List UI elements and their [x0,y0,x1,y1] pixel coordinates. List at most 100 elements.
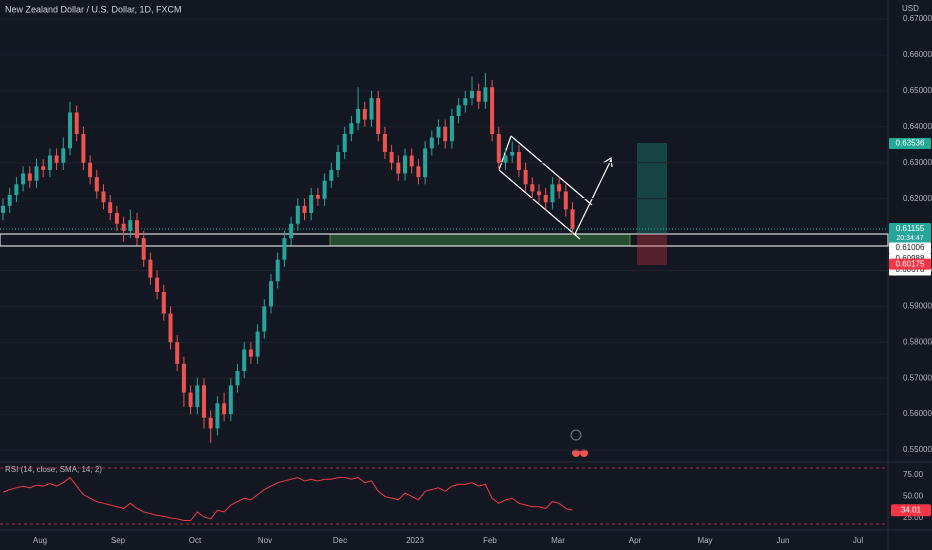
candle-body [423,148,428,178]
candle-body [416,166,421,178]
rsi-tag [891,504,931,517]
y-tick-label: 0.67000 [903,14,932,23]
candle-body [195,385,200,407]
candle-body [114,213,119,224]
candle-body [1,205,5,214]
drawings [0,135,889,457]
y-tick-label: 0.65000 [903,86,932,95]
candle-body [269,281,273,307]
rsi-tick-label: 50.00 [903,492,924,501]
candle-body [356,108,361,124]
price-tag-label: 0.60988 [896,254,925,263]
candle-body [523,169,528,185]
candle-body [175,342,180,364]
price-tag [889,242,931,254]
price-tag [889,222,931,243]
event-icon [580,449,588,457]
candle-body [255,331,260,357]
candle-body [242,349,247,372]
candle-body [88,162,93,178]
channel-line [510,135,593,206]
candle-body [47,155,52,170]
candle-body [208,417,213,429]
candle-body [429,137,434,149]
chart-title: New Zealand Dollar / U.S. Dollar, 1D, FX… [5,4,182,14]
candle-body [295,205,300,224]
candle-body [510,151,515,156]
candle-body [7,195,12,206]
candle-body [101,191,106,203]
y-tick-label: 0.62000 [903,194,932,203]
x-tick-label: Jul [853,536,863,545]
y-tick-label: 0.58000 [903,337,932,346]
candle-body [81,134,86,163]
candle-body [235,371,240,386]
candle-body [570,209,575,229]
candle-body [496,134,501,163]
target-zone [637,143,667,234]
candle-body [27,173,32,181]
candle-body [155,277,160,293]
countdown: 20:34:47 [896,235,923,242]
candle-body [470,90,474,99]
x-tick-label: 2023 [406,536,424,545]
candle-body [228,385,233,415]
candle-body [21,173,26,185]
candle-body [41,166,46,170]
candle-body [436,126,441,138]
price-tag-label: 0.60175 [896,259,925,268]
candle-body [168,313,173,343]
y-tick-label: 0.63000 [903,158,932,167]
candle-body [503,155,508,163]
x-tick-label: Jun [777,536,790,545]
candle-body [322,180,327,199]
price-tag-label: 0.61155 [896,224,925,233]
candle-body [135,220,139,239]
candle-body [309,195,314,214]
y-tick-label: 0.66000 [903,50,932,59]
candle-body [315,195,320,199]
candle-body [456,105,461,117]
candle-body [537,191,541,196]
y-tick-label: 0.55000 [903,445,932,454]
stop-zone [637,234,667,265]
price-tag [889,258,931,270]
candle-body [54,155,59,163]
candle-body [188,392,193,407]
candle-body [94,177,99,192]
candle-body [148,259,153,278]
x-tick-label: Oct [189,536,202,545]
candle-body [516,151,521,170]
candle-body [409,155,414,167]
candle-body [128,220,133,231]
candle-body [463,98,468,106]
candle-body [376,98,381,135]
candle-body [275,259,280,282]
candle-body [449,116,454,142]
x-tick-label: Dec [333,536,347,545]
candle-body [34,166,39,181]
candle-body [530,184,535,192]
arrow [574,159,612,235]
candle-body [68,112,72,149]
arrow-head [602,156,613,168]
rsi-tick-label: 75.00 [903,470,924,479]
candle-body [342,134,347,152]
candle-body [543,195,548,203]
x-tick-label: Aug [33,536,47,545]
x-tick-label: Apr [629,536,642,545]
candle-body [443,126,448,142]
event-icon [572,449,580,457]
candle-body [215,403,220,429]
candle-body [557,184,562,192]
x-tick-label: Sep [111,536,126,545]
candle-body [362,108,367,120]
candle-body [550,184,555,203]
candle-body [563,191,568,210]
channel-line [498,169,581,240]
rsi-title: RSI (14, close, SMA, 14, 2) [5,465,102,474]
x-tick-label: Nov [258,536,272,545]
price-tag-label: 0.63536 [896,139,925,148]
candle-body [289,223,294,239]
